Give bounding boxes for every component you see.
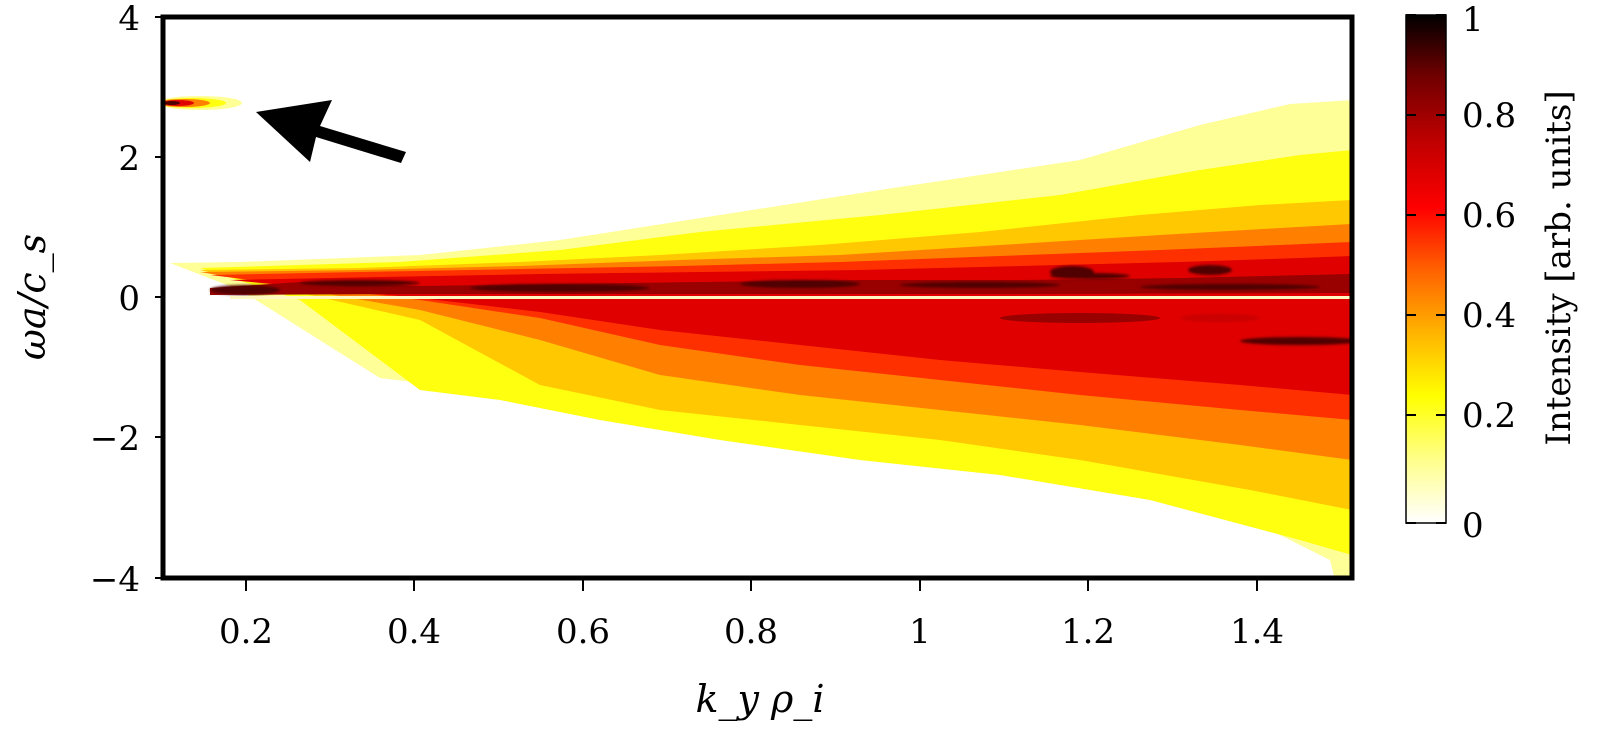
- y-axis: [155, 16, 163, 579]
- y-axis-label: ωa/c_s: [10, 234, 55, 360]
- zero-frequency-line: [230, 296, 1351, 299]
- y-tick-0: 0: [118, 279, 140, 319]
- x-tick-0.8: 0.8: [724, 612, 778, 652]
- y-tick-neg4: −4: [90, 560, 140, 600]
- x-tick-0.6: 0.6: [556, 612, 610, 652]
- x-axis-label: k_y ρ_i: [695, 677, 824, 722]
- arrow-annotation: [256, 100, 406, 163]
- x-tick-1.2: 1.2: [1061, 612, 1115, 652]
- cbar-tick-0.6: 0.6: [1462, 196, 1516, 236]
- isolated-mode: [165, 96, 242, 110]
- colorbar-label: Intensity [arb. units]: [1539, 90, 1579, 445]
- x-axis: [245, 578, 1258, 591]
- cbar-tick-0: 0: [1462, 506, 1484, 546]
- x-tick-0.4: 0.4: [387, 612, 441, 652]
- y-tick-4: 4: [118, 0, 140, 39]
- heatmap: [165, 96, 1351, 577]
- colorbar: [1405, 14, 1447, 524]
- x-tick-0.2: 0.2: [219, 612, 273, 652]
- lower-band-core: [1000, 313, 1160, 323]
- colorbar-gradient: [1405, 14, 1447, 524]
- arrow-icon: [256, 100, 406, 163]
- x-tick-1.4: 1.4: [1230, 612, 1284, 652]
- x-tick-1: 1: [909, 612, 931, 652]
- cbar-tick-1: 1: [1462, 0, 1484, 40]
- cbar-tick-0.4: 0.4: [1462, 296, 1516, 336]
- cbar-tick-0.8: 0.8: [1462, 96, 1516, 136]
- y-tick-neg2: −2: [90, 419, 140, 459]
- y-tick-2: 2: [118, 139, 140, 179]
- cbar-tick-0.2: 0.2: [1462, 396, 1516, 436]
